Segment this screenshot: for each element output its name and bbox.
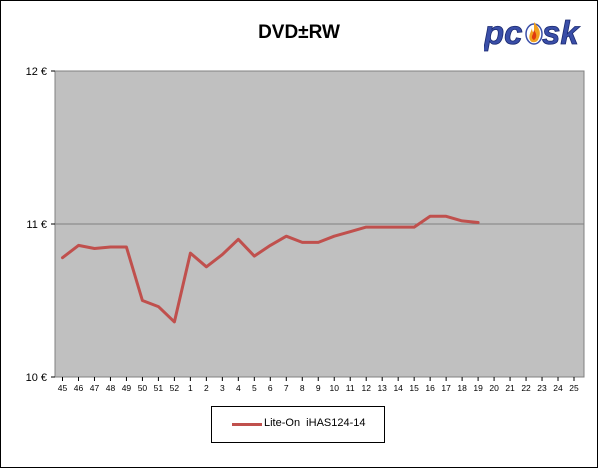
x-tick-label: 25 (569, 383, 579, 393)
x-tick-label: 2 (204, 383, 209, 393)
x-tick-label: 6 (268, 383, 273, 393)
x-tick-label: 21 (505, 383, 515, 393)
legend-label: Lite-On iHAS124-14 (264, 417, 366, 429)
x-tick-label: 51 (154, 383, 164, 393)
x-tick-label: 48 (106, 383, 116, 393)
series-line (61, 214, 480, 324)
x-tick-label: 5 (252, 383, 257, 393)
x-tick-label: 1 (188, 383, 193, 393)
x-tick-label: 16 (425, 383, 435, 393)
x-tick-label: 23 (537, 383, 547, 393)
y-tick-label: 12 € (26, 66, 47, 78)
logo-text-pc: pc (484, 14, 523, 51)
x-tick-label: 22 (521, 383, 531, 393)
x-tick-label: 18 (457, 383, 467, 393)
legend: Lite-On iHAS124-14 (211, 406, 385, 443)
y-tick-label: 10 € (26, 372, 47, 384)
chart-title: DVD±RW (258, 22, 340, 43)
x-tick-label: 10 (330, 383, 340, 393)
x-tick-label: 24 (553, 383, 563, 393)
x-tick-label: 4 (236, 383, 241, 393)
x-tick-label: 9 (316, 383, 321, 393)
x-tick-label: 50 (138, 383, 148, 393)
x-tick-label: 46 (74, 383, 84, 393)
x-tick-label: 45 (58, 383, 68, 393)
x-tick-label: 3 (220, 383, 225, 393)
site-logo: pc sk (483, 10, 584, 54)
x-tick-label: 19 (473, 383, 483, 393)
x-tick-label: 20 (489, 383, 499, 393)
legend-swatch (232, 423, 262, 426)
logo-text-sk: sk (542, 14, 580, 51)
x-tick-label: 52 (170, 383, 180, 393)
x-tick-label: 8 (300, 383, 305, 393)
x-tick-label: 12 (361, 383, 371, 393)
x-tick-label: 7 (284, 383, 289, 393)
x-tick-label: 11 (346, 383, 355, 393)
y-tick-label: 11 € (26, 219, 47, 231)
x-tick-label: 14 (393, 383, 403, 393)
x-tick-label: 15 (409, 383, 419, 393)
x-tick-label: 17 (441, 383, 451, 393)
x-tick-label: 13 (377, 383, 387, 393)
x-tick-label: 49 (122, 383, 132, 393)
x-tick-label: 47 (90, 383, 100, 393)
flame-icon (525, 22, 543, 45)
